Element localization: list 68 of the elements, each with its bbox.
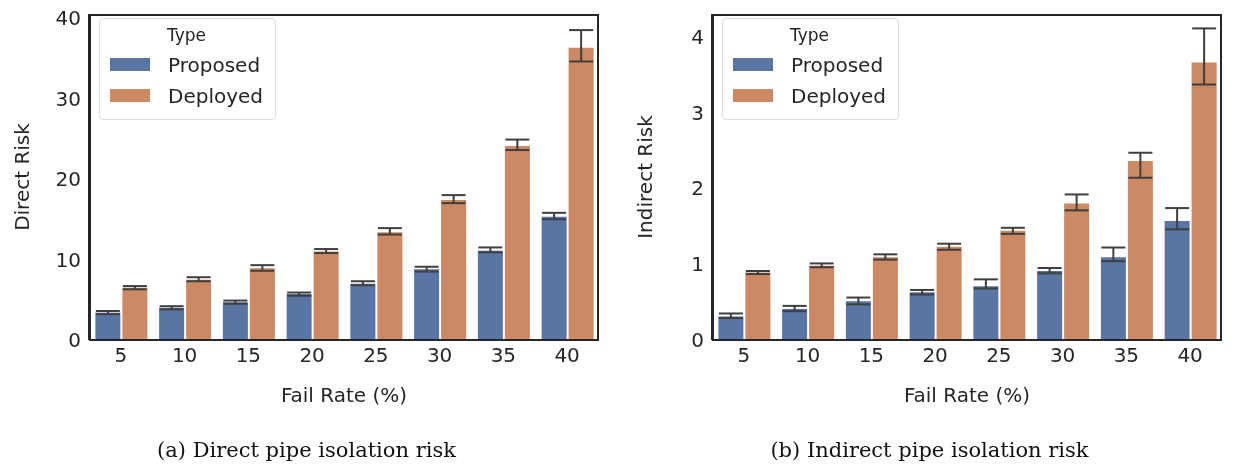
- legend-label: Deployed: [791, 83, 887, 108]
- y-tick-label: 40: [55, 6, 81, 31]
- x-tick-label: 25: [363, 343, 389, 368]
- bar: [1037, 271, 1063, 340]
- bar: [909, 292, 935, 340]
- bar: [1127, 161, 1153, 340]
- x-tick-label: 15: [858, 343, 885, 368]
- legend-title: Type: [166, 25, 208, 45]
- bar: [936, 246, 962, 340]
- x-tick-label: 40: [554, 343, 580, 368]
- bar: [782, 308, 808, 340]
- y-tick-label: 3: [691, 100, 704, 125]
- bar: [809, 265, 835, 340]
- x-tick-label: 5: [737, 343, 751, 368]
- x-tick-label: 35: [490, 343, 517, 368]
- bar: [568, 47, 594, 340]
- bar: [313, 251, 339, 340]
- x-tick-label: 25: [986, 343, 1012, 368]
- x-tick-label: 30: [426, 343, 453, 368]
- bar: [1164, 220, 1190, 340]
- text: (b) Indirect pipe isolation risk: [769, 438, 1090, 462]
- bar: [249, 268, 275, 340]
- bar: [414, 269, 440, 340]
- bar: [1000, 230, 1026, 340]
- x-axis-title: Fail Rate (%): [903, 383, 1031, 407]
- y-axis-title: Indirect Risk: [633, 114, 658, 239]
- x-tick-label: 10: [794, 343, 821, 368]
- bar: [222, 302, 248, 340]
- bar: [504, 146, 530, 340]
- y-tick-label: 30: [55, 86, 81, 111]
- bar: [186, 279, 212, 340]
- bar: [122, 287, 148, 340]
- x-tick-label: 15: [235, 343, 262, 368]
- legend-label: Proposed: [791, 52, 884, 77]
- text: (a) Direct pipe isolation risk: [156, 438, 457, 462]
- legend-title: Type: [789, 25, 831, 45]
- bar: [286, 294, 312, 340]
- legend-label: Deployed: [168, 83, 264, 108]
- bar: [1064, 203, 1090, 340]
- x-tick-label: 20: [922, 343, 948, 368]
- bar: [973, 286, 999, 340]
- bar: [1100, 257, 1126, 340]
- bar: [159, 307, 185, 340]
- bar: [377, 232, 403, 340]
- bar: [350, 283, 376, 340]
- y-tick-label: 1: [691, 252, 704, 277]
- y-tick-label: 0: [68, 328, 81, 353]
- y-axis-title: Direct Risk: [10, 122, 35, 231]
- x-tick-label: 20: [299, 343, 325, 368]
- bar: [441, 199, 467, 340]
- x-axis-title: Fail Rate (%): [280, 383, 408, 407]
- bar: [477, 250, 503, 340]
- bar: [845, 301, 871, 340]
- bar: [541, 216, 567, 340]
- legend-label: Proposed: [168, 52, 261, 77]
- y-tick-label: 20: [55, 167, 81, 192]
- bar: [745, 272, 771, 340]
- x-tick-label: 5: [114, 343, 128, 368]
- y-tick-label: 2: [691, 176, 704, 201]
- x-tick-label: 35: [1113, 343, 1140, 368]
- x-tick-label: 10: [171, 343, 198, 368]
- x-tick-label: 40: [1177, 343, 1203, 368]
- y-tick-label: 4: [691, 24, 704, 49]
- y-tick-label: 10: [55, 247, 81, 272]
- x-tick-label: 30: [1049, 343, 1076, 368]
- bar: [872, 257, 898, 340]
- y-tick-label: 0: [691, 328, 704, 353]
- bar: [1191, 62, 1217, 340]
